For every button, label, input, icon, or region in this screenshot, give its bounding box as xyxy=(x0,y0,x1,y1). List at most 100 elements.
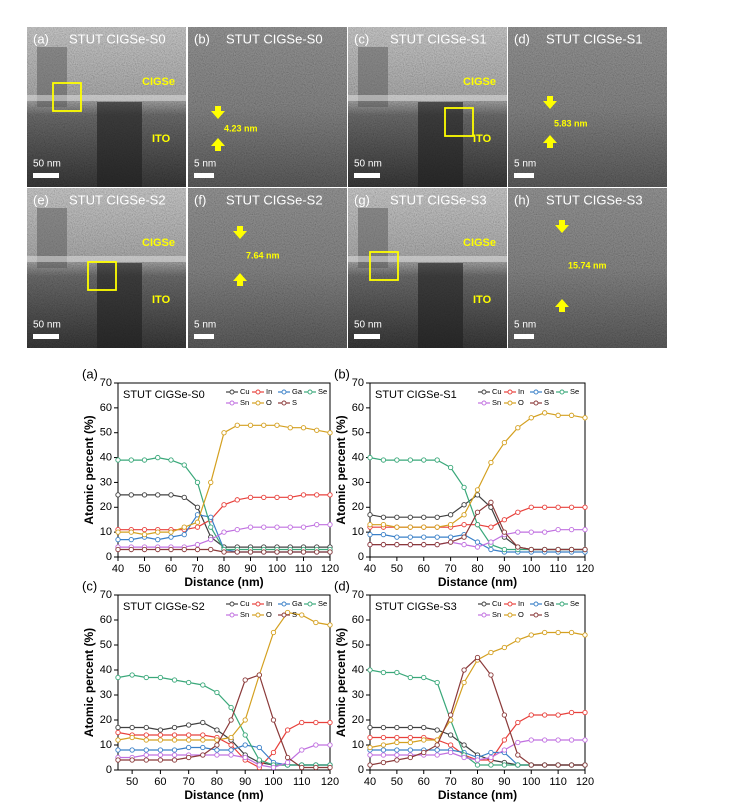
data-point xyxy=(115,729,121,736)
data-point xyxy=(407,739,413,746)
series-line xyxy=(369,631,586,749)
legend-marker xyxy=(307,389,313,395)
data-point xyxy=(367,512,373,518)
data-point xyxy=(234,497,240,503)
data-point xyxy=(421,737,427,743)
plot-frame xyxy=(369,594,586,771)
legend-label: Cu xyxy=(240,599,250,608)
data-point xyxy=(515,529,521,535)
data-point xyxy=(367,531,373,538)
scale-label: 50 nm xyxy=(33,159,61,170)
data-point xyxy=(115,737,121,743)
data-point xyxy=(394,747,400,753)
y-tick-label: 20 xyxy=(352,501,364,513)
panel-label: (g) xyxy=(354,192,370,207)
data-point xyxy=(488,762,494,768)
data-point xyxy=(434,541,440,548)
x-tick-label: 120 xyxy=(576,776,594,788)
data-point xyxy=(186,732,192,738)
y-tick-label: 20 xyxy=(100,501,112,513)
interface xyxy=(27,95,186,101)
y-tick-label: 20 xyxy=(352,714,364,726)
data-point xyxy=(367,454,373,461)
data-point xyxy=(155,492,161,498)
data-point xyxy=(434,524,440,530)
legend-label: Cu xyxy=(492,599,502,608)
data-point xyxy=(313,742,319,748)
phase-label: CIGSe xyxy=(463,237,496,249)
legend-label: Se xyxy=(318,599,327,608)
data-point xyxy=(194,546,201,553)
data-point xyxy=(242,717,248,723)
scale-bar xyxy=(514,173,534,178)
x-tick-label: 40 xyxy=(112,563,124,575)
scale-label: 5 nm xyxy=(514,159,536,170)
scale-label: 50 nm xyxy=(354,159,382,170)
y-tick-label: 40 xyxy=(352,451,364,463)
data-point xyxy=(421,514,427,520)
legend-marker xyxy=(481,389,487,395)
data-point xyxy=(447,749,454,756)
data-point xyxy=(474,544,481,550)
data-point xyxy=(555,504,561,510)
data-point xyxy=(327,622,333,628)
x-axis-label: Distance (nm) xyxy=(438,575,517,589)
data-point xyxy=(143,732,149,738)
x-tick-label: 100 xyxy=(522,563,540,575)
data-point xyxy=(582,546,588,553)
data-point xyxy=(214,727,220,733)
data-point xyxy=(488,499,494,505)
data-point xyxy=(141,527,148,533)
data-point xyxy=(214,752,220,758)
data-point xyxy=(407,541,413,548)
data-point xyxy=(394,752,400,758)
data-point xyxy=(528,737,534,743)
arrow-up xyxy=(543,135,557,148)
y-tick-label: 50 xyxy=(100,427,112,439)
data-point xyxy=(461,754,467,761)
data-point xyxy=(128,536,134,543)
data-point xyxy=(300,549,307,555)
data-point xyxy=(582,709,588,716)
data-point xyxy=(501,712,508,718)
data-point xyxy=(461,667,467,673)
data-point xyxy=(407,724,413,731)
y-tick-label: 70 xyxy=(100,589,112,601)
data-point xyxy=(186,744,192,751)
y-tick-label: 60 xyxy=(352,402,364,414)
data-point xyxy=(528,712,534,718)
data-point xyxy=(568,762,575,768)
x-tick-label: 60 xyxy=(418,776,430,788)
series-line xyxy=(369,457,585,551)
x-tick-label: 90 xyxy=(244,563,256,575)
legend-label: Ga xyxy=(292,387,303,396)
legend-label: O xyxy=(518,610,524,619)
data-point xyxy=(461,534,467,540)
micrograph xyxy=(188,27,347,187)
x-tick-label: 90 xyxy=(498,563,510,575)
y-tick-label: 60 xyxy=(352,614,364,626)
data-point xyxy=(284,727,291,733)
data-point xyxy=(407,754,413,761)
data-point xyxy=(327,742,333,748)
data-point xyxy=(157,737,164,743)
legend-label: O xyxy=(518,398,524,407)
legend-marker xyxy=(481,400,487,406)
data-point xyxy=(274,524,280,530)
data-point xyxy=(313,719,319,726)
data-point xyxy=(242,732,248,738)
x-tick-label: 120 xyxy=(576,563,594,575)
data-point xyxy=(394,757,400,763)
data-point xyxy=(474,487,481,493)
x-tick-label: 50 xyxy=(391,563,403,575)
measurement: 7.64 nm xyxy=(246,250,280,260)
data-point xyxy=(287,494,293,500)
phase-label: CIGSe xyxy=(463,76,496,88)
data-point xyxy=(194,504,201,510)
image-title: STUT CIGSe-S1 xyxy=(390,31,487,46)
data-point xyxy=(488,754,494,761)
data-point xyxy=(421,724,427,731)
data-point xyxy=(407,514,413,520)
chart: 0 10 20 30 40 50 60 70 50 60 70 80 90 100 110 120 Distan… xyxy=(82,578,339,802)
